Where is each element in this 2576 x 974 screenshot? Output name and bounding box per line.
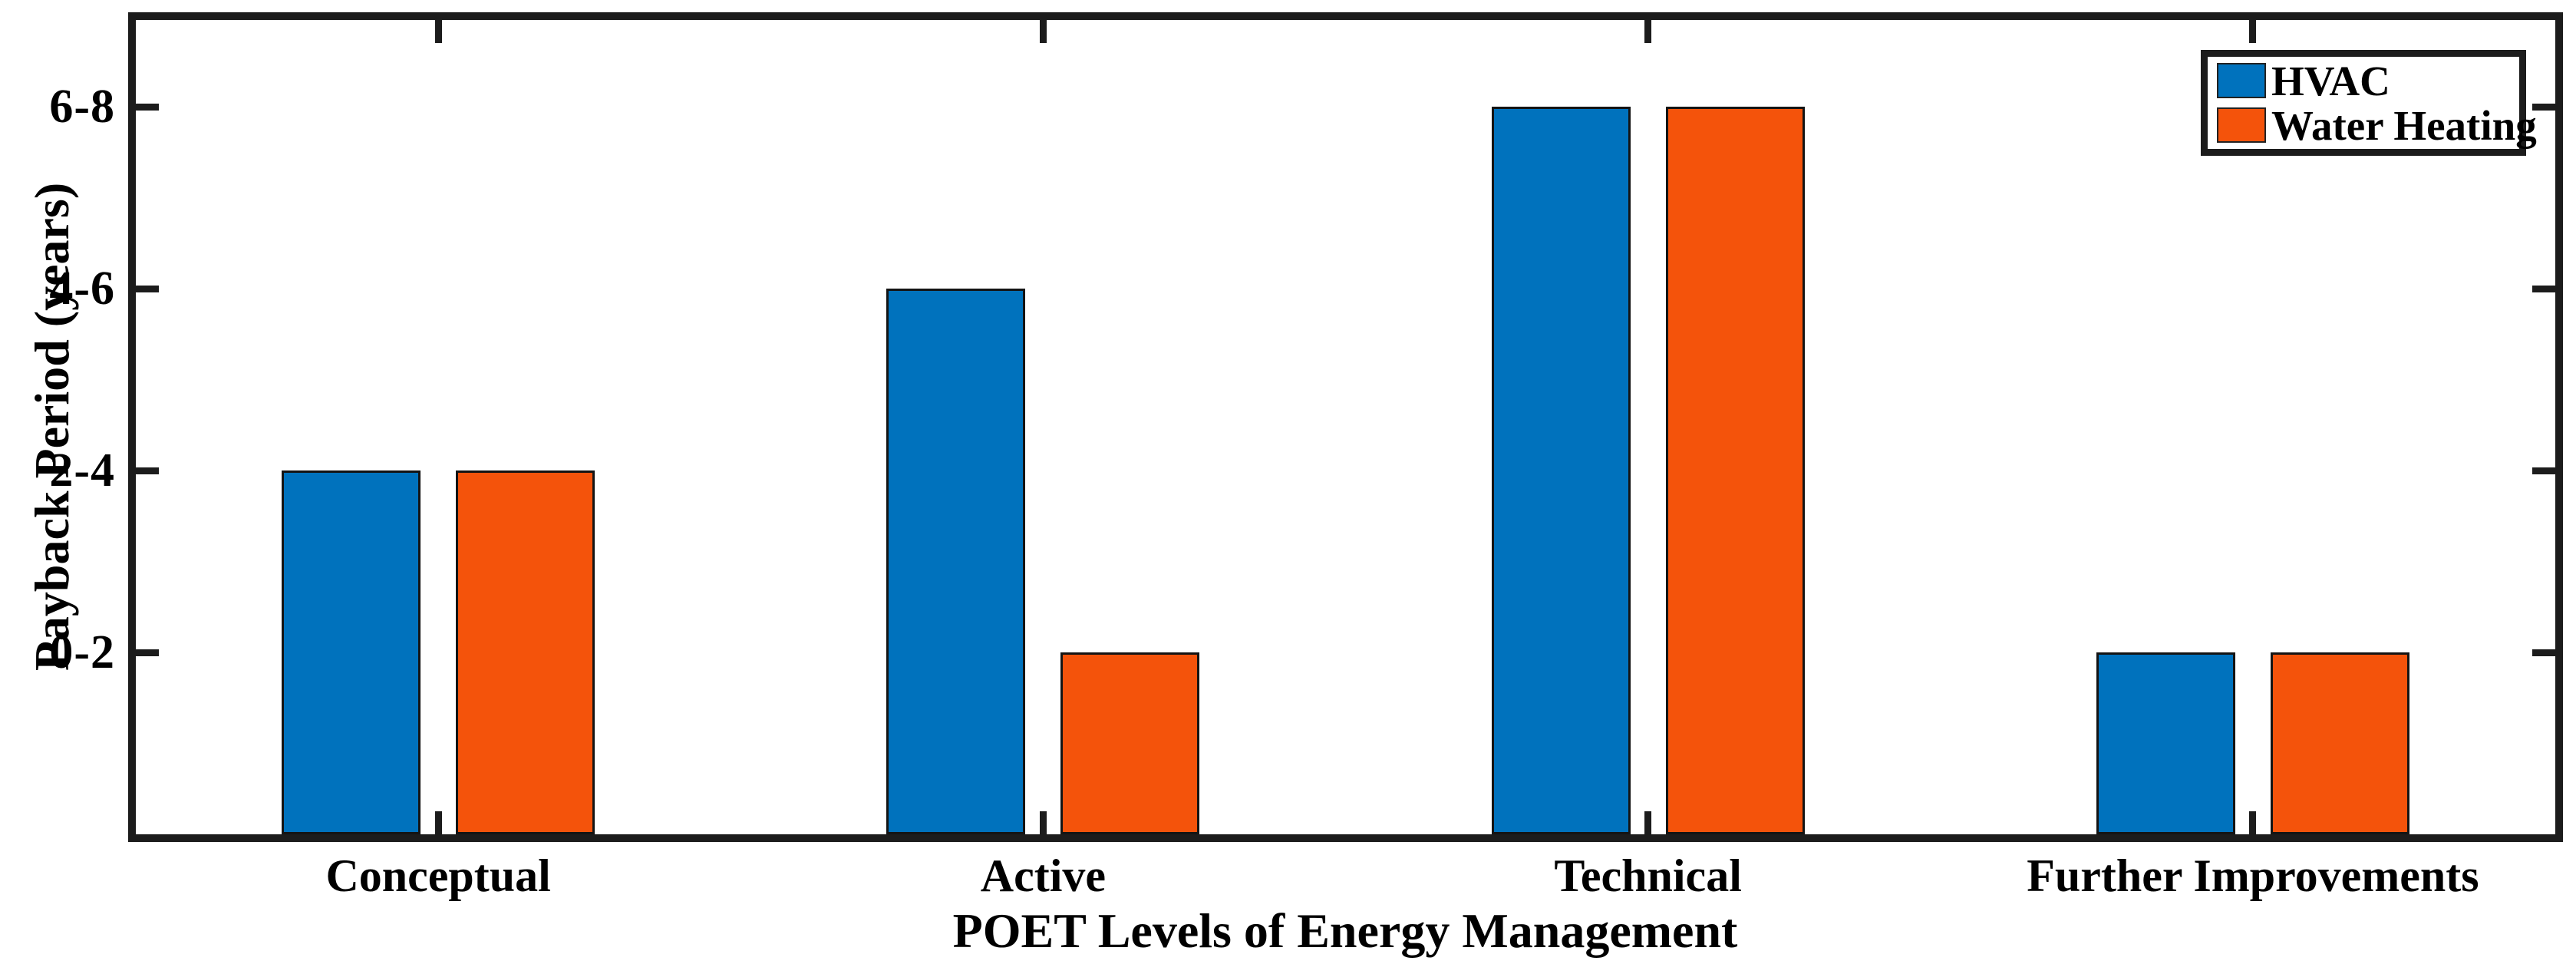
legend: HVAC Water Heating bbox=[2201, 50, 2537, 156]
bar-hvac-further-improvements bbox=[2096, 652, 2235, 834]
y-tick-label: 4-6 bbox=[49, 262, 115, 315]
x-tick-bottom bbox=[2249, 811, 2257, 834]
legend-row-water-heating: Water Heating bbox=[2217, 103, 2537, 147]
legend-label-water-heating: Water Heating bbox=[2271, 101, 2537, 149]
bar-water-heating-further-improvements bbox=[2270, 652, 2409, 834]
legend-swatch-water-heating bbox=[2217, 107, 2266, 143]
x-category-label: Active bbox=[980, 850, 1106, 901]
x-category-label: Conceptual bbox=[325, 850, 551, 901]
y-tick-left bbox=[136, 467, 159, 474]
y-axis-title: Payback Period (years) bbox=[25, 182, 79, 672]
bar-hvac-technical bbox=[1491, 107, 1631, 834]
legend-swatch-hvac bbox=[2217, 63, 2266, 98]
y-tick-left bbox=[136, 103, 159, 111]
x-axis-title: POET Levels of Energy Management bbox=[952, 903, 1738, 958]
x-category-label: Further Improvements bbox=[2027, 850, 2479, 901]
x-category-label: Technical bbox=[1554, 850, 1742, 901]
y-tick-label: 6-8 bbox=[49, 81, 115, 133]
x-tick-top bbox=[2249, 20, 2257, 43]
x-tick-bottom bbox=[434, 811, 442, 834]
y-tick-right bbox=[2532, 467, 2555, 474]
y-tick-right bbox=[2532, 649, 2555, 656]
legend-label-hvac: HVAC bbox=[2271, 57, 2390, 104]
y-tick-label: 2-4 bbox=[49, 444, 115, 497]
bar-water-heating-conceptual bbox=[456, 470, 595, 834]
x-tick-bottom bbox=[1644, 811, 1652, 834]
bar-water-heating-technical bbox=[1665, 107, 1805, 834]
y-tick-left bbox=[136, 649, 159, 656]
y-tick-right bbox=[2532, 103, 2555, 111]
x-tick-top bbox=[1039, 20, 1047, 43]
x-tick-top bbox=[1644, 20, 1652, 43]
legend-row-hvac: HVAC bbox=[2217, 58, 2519, 103]
bar-hvac-conceptual bbox=[282, 470, 421, 834]
x-tick-top bbox=[434, 20, 442, 43]
bar-water-heating-active bbox=[1060, 652, 1200, 834]
y-tick-left bbox=[136, 285, 159, 292]
bar-hvac-active bbox=[886, 289, 1026, 834]
y-tick-right bbox=[2532, 285, 2555, 292]
y-tick-label: 0-2 bbox=[49, 626, 115, 678]
x-tick-bottom bbox=[1039, 811, 1047, 834]
